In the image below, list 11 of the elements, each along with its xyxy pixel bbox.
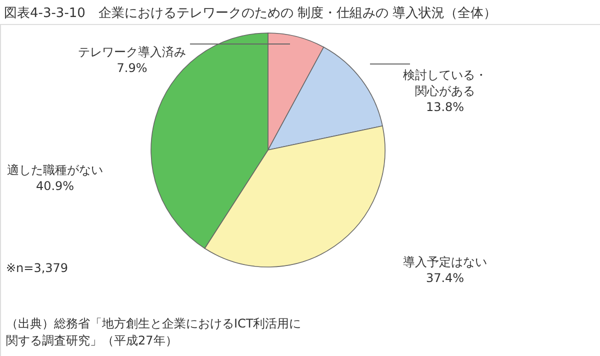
slice-label: 適した職種がない <box>7 163 103 177</box>
slice-label: 検討している・関心がある <box>403 68 487 98</box>
chart-title: 図表4-3-3-10 企業におけるテレワークのための 制度・仕組みの 導入状況（全体） <box>4 5 497 21</box>
data-label: 7.9% <box>116 61 148 75</box>
data-label: 37.4% <box>426 271 464 285</box>
data-label: 40.9% <box>36 179 74 193</box>
slice-label: テレワーク導入済み <box>78 45 186 59</box>
text: ※n=3,379 <box>6 261 68 275</box>
slice-label: 導入予定はない <box>403 255 487 269</box>
data-label: 13.8% <box>426 100 464 114</box>
text: （出典）総務省「地方創生と企業におけるICT利活用に関する調査研究」（平成27年） <box>6 316 302 348</box>
